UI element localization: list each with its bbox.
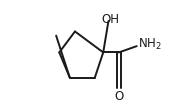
Text: OH: OH	[102, 13, 120, 26]
Text: NH$_2$: NH$_2$	[138, 37, 162, 52]
Text: O: O	[114, 90, 123, 103]
